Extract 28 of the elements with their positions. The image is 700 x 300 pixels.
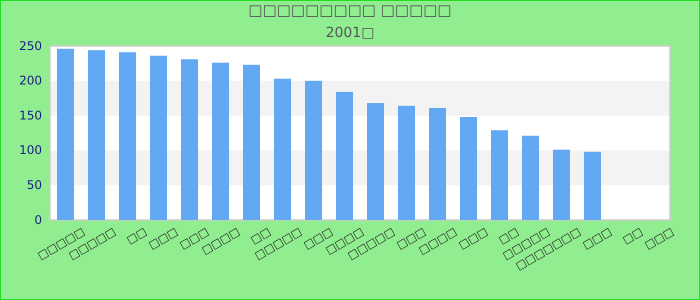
bar	[366, 103, 384, 220]
bar	[490, 130, 508, 220]
bar	[274, 78, 292, 220]
bar	[150, 56, 168, 220]
bar	[584, 152, 602, 220]
x-tick-label: □□	[620, 224, 645, 247]
bar	[336, 92, 354, 220]
bar	[88, 50, 106, 220]
bar	[180, 59, 198, 220]
x-tick-label: □□	[124, 224, 149, 247]
bar	[552, 150, 570, 220]
bar	[460, 116, 478, 220]
y-tick-label: 250	[19, 38, 42, 53]
bar	[428, 108, 446, 220]
chart-title: □□□□□□□□□ □□□□□	[248, 1, 452, 19]
y-tick-label: 150	[19, 108, 42, 122]
y-tick-label: 100	[19, 143, 42, 158]
y-tick-label: 0	[34, 212, 42, 227]
y-tick-label: 50	[26, 178, 42, 192]
bar	[242, 64, 260, 220]
bar	[304, 80, 322, 220]
bar	[522, 136, 540, 220]
bar	[212, 62, 230, 220]
bar	[118, 52, 136, 220]
bar	[398, 106, 416, 220]
y-tick-label: 200	[19, 74, 42, 88]
bar	[56, 48, 74, 220]
chart-subtitle: 2001□	[326, 25, 374, 41]
